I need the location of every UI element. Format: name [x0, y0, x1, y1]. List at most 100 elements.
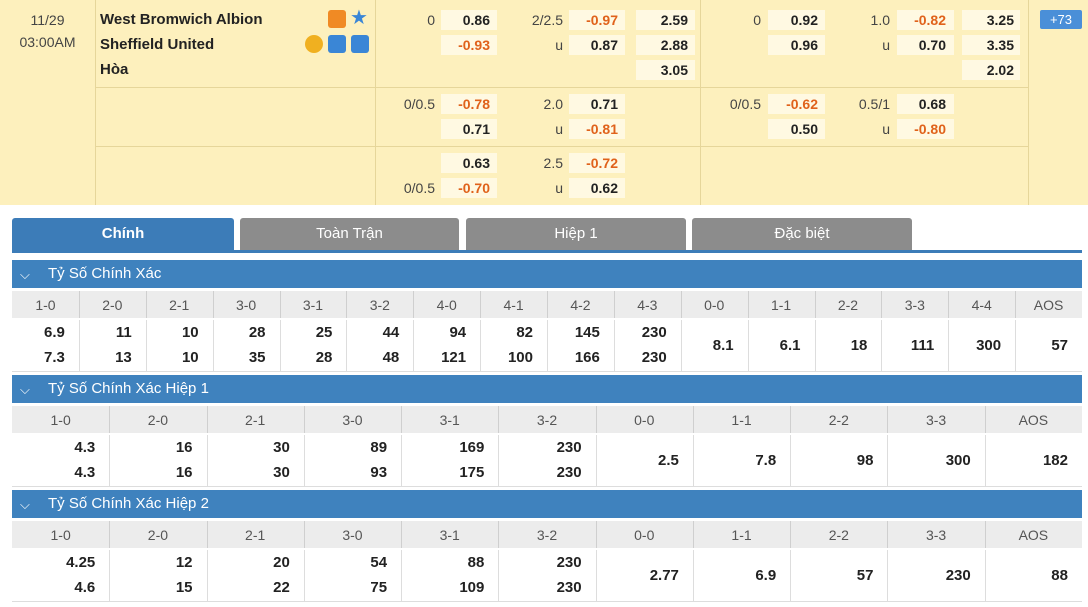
tab[interactable]: Toàn Trận — [240, 218, 459, 250]
odds-value[interactable]: 0.68 — [918, 96, 946, 112]
icon[interactable] — [328, 35, 346, 53]
odds-value[interactable]: 111 — [910, 337, 935, 354]
odds-value[interactable]: 2.02 — [986, 62, 1014, 78]
odds-value[interactable]: 0.86 — [462, 12, 490, 28]
odds-value[interactable]: 88 — [1051, 567, 1068, 584]
odds-value[interactable]: 169 — [459, 439, 485, 456]
odds-value[interactable]: 175 — [459, 464, 485, 481]
odds-value[interactable]: 2.5 — [658, 452, 679, 469]
odds-value[interactable]: 4.25 — [66, 554, 96, 571]
odds-value[interactable]: 11 — [115, 324, 132, 341]
odds-value[interactable]: 4.3 — [74, 439, 96, 456]
odds-value[interactable]: 145 — [574, 324, 600, 341]
odds-value[interactable]: 2.88 — [660, 37, 688, 53]
odds-value[interactable]: 48 — [382, 349, 400, 366]
odds-value[interactable]: 57 — [856, 567, 874, 584]
odds-value[interactable]: 3.05 — [660, 62, 688, 78]
odds-value[interactable]: 230 — [641, 349, 667, 366]
odds-value[interactable]: 0.92 — [790, 12, 818, 28]
odds-value[interactable]: 15 — [175, 579, 193, 596]
odds-value[interactable]: -0.78 — [458, 96, 490, 112]
odds-value[interactable]: 94 — [449, 324, 467, 341]
odds-value[interactable]: 20 — [273, 554, 290, 571]
odds-value[interactable]: 0.71 — [590, 96, 618, 112]
odds-value[interactable]: 230 — [556, 464, 582, 481]
odds-value[interactable]: 16 — [175, 439, 193, 456]
star-icon[interactable]: ★ — [350, 7, 368, 29]
odds-value[interactable]: 230 — [945, 567, 971, 584]
odds-value[interactable]: 30 — [273, 439, 290, 456]
odds-value[interactable]: 54 — [370, 554, 388, 571]
col-divider — [692, 435, 694, 487]
odds-value[interactable]: 22 — [273, 579, 290, 596]
odds-value[interactable]: 82 — [516, 324, 533, 341]
odds-value[interactable]: -0.70 — [458, 180, 490, 196]
tab[interactable]: Đặc biệt — [692, 218, 912, 250]
odds-value[interactable]: 10 — [181, 349, 199, 366]
odds-value[interactable]: 230 — [556, 554, 582, 571]
odds-value[interactable]: 3.25 — [986, 12, 1014, 28]
icon[interactable] — [351, 35, 369, 53]
odds-value[interactable]: 166 — [574, 349, 600, 366]
odds-value[interactable]: 0.62 — [590, 180, 618, 196]
odds-value[interactable]: 300 — [976, 337, 1002, 354]
odds-cell — [962, 35, 1020, 55]
odds-value[interactable]: -0.81 — [586, 121, 618, 137]
odds-value[interactable]: 0.87 — [590, 37, 618, 53]
odds-value[interactable]: 121 — [441, 349, 467, 366]
odds-value[interactable]: 89 — [370, 439, 388, 456]
odds-value[interactable]: 0.63 — [462, 155, 490, 171]
more-button[interactable]: +73 — [1040, 10, 1082, 29]
odds-value[interactable]: 28 — [248, 324, 266, 341]
icon[interactable] — [328, 10, 346, 28]
odds-value[interactable]: 4.6 — [74, 579, 96, 596]
odds-value[interactable]: 6.9 — [755, 567, 777, 584]
tab[interactable]: Hiệp 1 — [466, 218, 686, 250]
odds-value[interactable]: 6.1 — [779, 337, 801, 354]
odds-value[interactable]: 300 — [945, 452, 971, 469]
odds-value[interactable]: 93 — [370, 464, 388, 481]
odds-value[interactable]: -0.82 — [914, 12, 946, 28]
odds-value[interactable]: 8.1 — [712, 337, 734, 354]
tab[interactable]: Chính — [12, 218, 234, 250]
odds-value[interactable]: -0.62 — [786, 96, 818, 112]
col-label: 1-1 — [770, 297, 792, 313]
odds-value[interactable]: 98 — [856, 452, 874, 469]
odds-value[interactable]: 16 — [175, 464, 193, 481]
odds-value[interactable]: 25 — [315, 324, 333, 341]
odds-value[interactable]: 0.96 — [790, 37, 818, 53]
odds-value[interactable]: -0.97 — [586, 12, 618, 28]
odds-value[interactable]: 0.70 — [918, 37, 946, 53]
odds-value[interactable]: 7.8 — [755, 452, 777, 469]
odds-value[interactable]: 7.3 — [44, 349, 65, 366]
odds-value[interactable]: -0.72 — [586, 155, 618, 171]
odds-value[interactable]: 230 — [641, 324, 667, 341]
odds-value[interactable]: 10 — [181, 324, 199, 341]
odds-value[interactable]: 35 — [248, 349, 266, 366]
odds-value[interactable]: 100 — [507, 349, 533, 366]
odds-value[interactable]: 182 — [1042, 452, 1068, 469]
odds-value[interactable]: -0.80 — [914, 121, 946, 137]
divider — [95, 146, 1028, 147]
odds-value[interactable]: 28 — [315, 349, 333, 366]
odds-value[interactable]: 230 — [556, 579, 582, 596]
odds-value[interactable]: 57 — [1051, 337, 1068, 354]
icon[interactable] — [305, 35, 323, 53]
odds-value[interactable]: 3.35 — [986, 37, 1014, 53]
odds-value[interactable]: 230 — [556, 439, 582, 456]
odds-value[interactable]: 109 — [459, 579, 485, 596]
odds-value[interactable]: 2.77 — [649, 567, 679, 584]
odds-value[interactable]: 30 — [273, 464, 290, 481]
odds-value[interactable]: 4.3 — [74, 464, 96, 481]
odds-value[interactable]: 0.71 — [462, 121, 490, 137]
odds-value[interactable]: 75 — [370, 579, 388, 596]
odds-value[interactable]: 44 — [382, 324, 400, 341]
odds-value[interactable]: 2.59 — [660, 12, 688, 28]
odds-value[interactable]: 12 — [175, 554, 193, 571]
odds-value[interactable]: 13 — [115, 349, 132, 366]
odds-value[interactable]: 6.9 — [44, 324, 65, 341]
odds-value[interactable]: 18 — [850, 337, 868, 354]
odds-value[interactable]: -0.93 — [458, 37, 490, 53]
odds-value[interactable]: 0.50 — [790, 121, 818, 137]
odds-value[interactable]: 88 — [467, 554, 485, 571]
